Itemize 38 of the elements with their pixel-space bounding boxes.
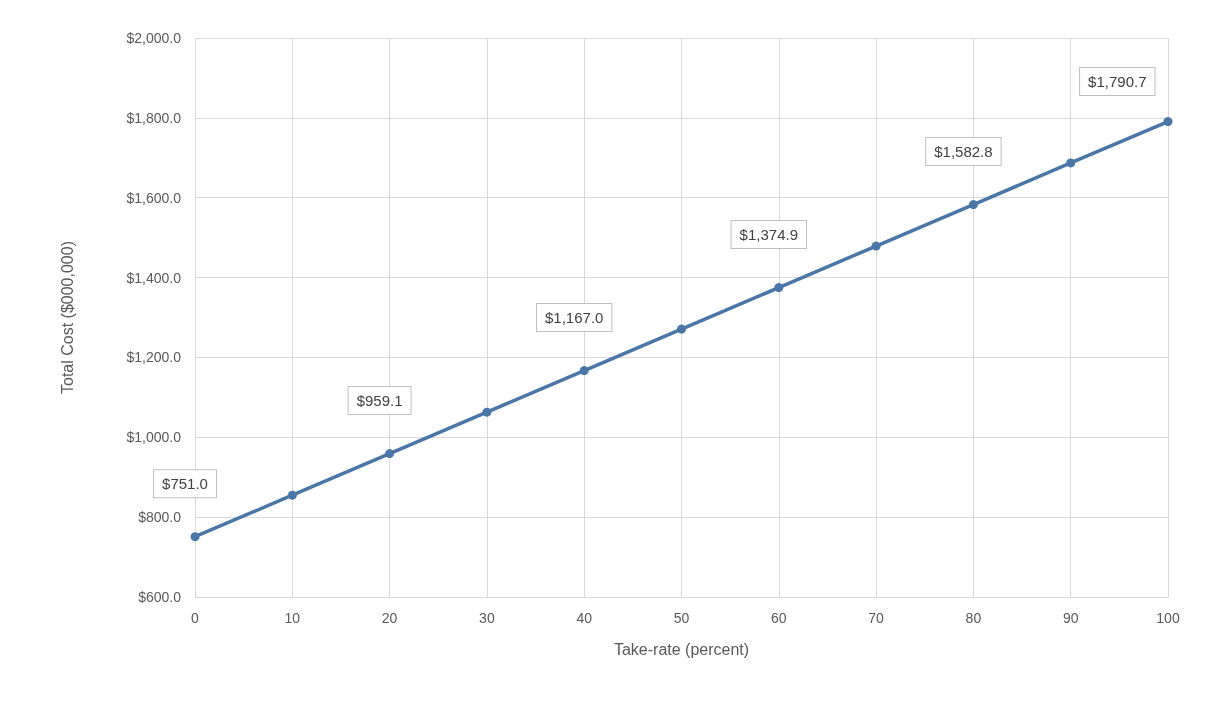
y-tick-label: $1,600.0 [126,189,182,206]
point [482,407,492,417]
point [871,241,881,251]
y-tick-label: $600.0 [138,589,182,605]
point [579,366,589,376]
point [1163,117,1173,127]
x-tick-label: 80 [965,610,982,626]
data-label: $959.1 [356,392,403,410]
data-label: $1,374.9 [739,226,798,244]
y-tick-label: $800.0 [138,509,182,526]
data-label: $1,167.0 [545,309,604,327]
x-tick-label: 10 [284,610,301,626]
x-tick-label: 0 [191,610,200,626]
data-label: $1,582.8 [934,143,993,161]
x-tick-label: 70 [868,610,885,626]
data-label: $1,790.7 [1088,73,1147,91]
y-tick-label: $1,200.0 [126,349,182,366]
point [385,449,395,459]
x-tick-label: 90 [1062,610,1079,626]
x-tick-label: 50 [673,610,690,626]
data-label: $751.0 [162,475,208,493]
point [190,532,200,542]
x-tick-label: 20 [381,610,398,626]
y-tick-label: $1,000.0 [126,429,182,446]
point [677,324,686,334]
x-tick-label: 30 [479,610,495,626]
x-tick-label: 40 [576,610,593,626]
point [774,283,784,293]
x-tick-label: 100 [1156,610,1180,626]
point [1066,158,1076,168]
y-tick-label: $1,800.0 [126,109,182,126]
x-axis-title: Take-rate (percent) [613,640,750,658]
y-tick-label: $2,000.0 [126,30,182,46]
x-tick-label: 60 [771,610,787,626]
y-axis-title: Total Cost ($000,000) [58,241,76,394]
y-tick-label: $1,400.0 [126,269,182,286]
point [968,200,978,210]
point [287,490,297,500]
